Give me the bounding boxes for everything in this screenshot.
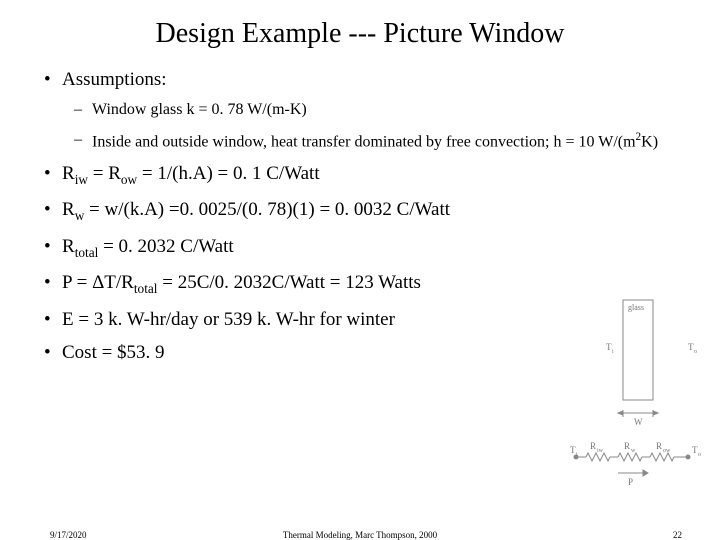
sub-iw: iw <box>75 172 88 187</box>
svg-text:P: P <box>628 477 633 487</box>
svg-text:R: R <box>624 441 630 451</box>
rt-a: R <box>62 236 75 257</box>
r-c: = 1/(h.A) = 0. 1 C/Watt <box>137 163 319 184</box>
svg-text:iw: iw <box>597 448 604 454</box>
sub2-text-a: Inside and outside window, heat transfer… <box>92 133 636 150</box>
sub-total-2: total <box>134 281 158 296</box>
slide-title: Design Example --- Picture Window <box>40 18 680 50</box>
sub2-text-b: K) <box>641 133 658 150</box>
sub-ow: ow <box>121 172 137 187</box>
svg-text:o: o <box>698 452 701 458</box>
rw-a: R <box>62 199 75 220</box>
sub-list: Window glass k = 0. 78 W/(m-K) Inside an… <box>62 100 680 152</box>
r-a: R <box>62 163 75 184</box>
bullet-rw: Rw = w/(k.A) =0. 0025/(0. 78)(1) = 0. 00… <box>40 198 680 224</box>
assumptions-label: Assumptions: <box>62 69 167 90</box>
r-b: = R <box>88 163 121 184</box>
rt-b: = 0. 2032 C/Watt <box>98 236 233 257</box>
window-diagram: Ti glass To W Ti Riw Rw Row To <box>568 295 708 495</box>
svg-text:W: W <box>634 417 643 427</box>
p-b: = 25C/0. 2032C/Watt = 123 Watts <box>158 272 421 293</box>
rw-b: = w/(k.A) =0. 0025/(0. 78)(1) = 0. 0032 … <box>84 199 450 220</box>
svg-text:w: w <box>631 448 636 454</box>
bullet-rtotal: Rtotal = 0. 2032 C/Watt <box>40 235 680 261</box>
sub-total: total <box>75 245 99 260</box>
svg-text:i: i <box>612 349 614 355</box>
footer-center: Thermal Modeling, Marc Thompson, 2000 <box>0 530 720 540</box>
sub-w: w <box>75 208 85 223</box>
sub-bullet-1: Window glass k = 0. 78 W/(m-K) <box>62 100 680 120</box>
svg-text:R: R <box>656 441 662 451</box>
bullet-assumptions: Assumptions: Window glass k = 0. 78 W/(m… <box>40 68 680 152</box>
sub-bullet-2: Inside and outside window, heat transfer… <box>62 130 680 152</box>
bullet-p: P = ΔT/Rtotal = 25C/0. 2032C/Watt = 123 … <box>40 271 680 297</box>
svg-text:ow: ow <box>663 448 671 454</box>
bullet-riw: Riw = Row = 1/(h.A) = 0. 1 C/Watt <box>40 162 680 188</box>
svg-text:glass: glass <box>628 303 644 312</box>
svg-text:o: o <box>694 349 697 355</box>
p-a: P = ΔT/R <box>62 272 134 293</box>
footer-page: 22 <box>673 530 682 540</box>
svg-text:R: R <box>590 441 596 451</box>
